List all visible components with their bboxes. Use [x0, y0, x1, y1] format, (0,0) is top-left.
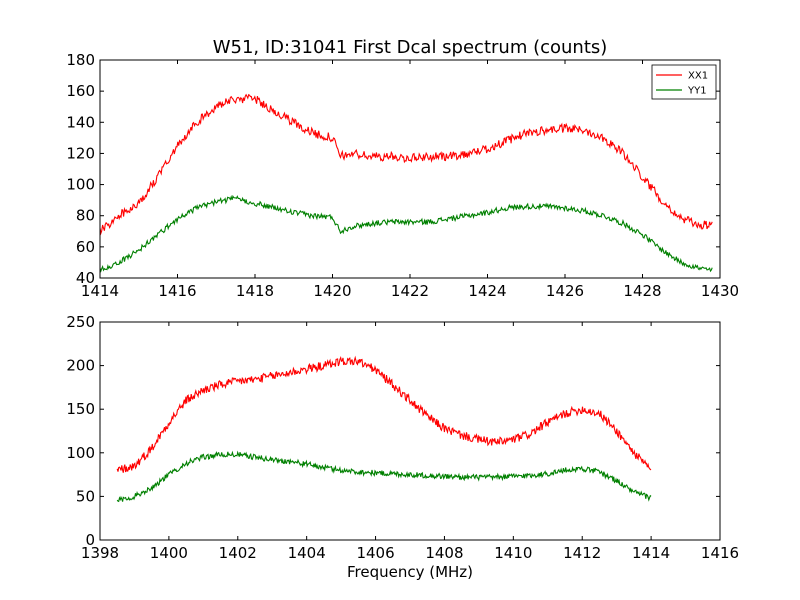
y-tick-label: 50 [76, 487, 95, 505]
y-tick-label: 180 [66, 51, 95, 69]
series-line-green [116, 450, 652, 503]
y-tick-label: 100 [66, 176, 95, 194]
x-tick-label: 1424 [468, 282, 506, 300]
x-tick-label: 1422 [391, 282, 429, 300]
bottom-spectrum-panel: 1398 1400 1402 1404 1406 1408 1410 1412 1414 1416… [66, 313, 739, 562]
chart-title: W51, ID:31041 First Dcal spectrum (count… [213, 37, 608, 58]
y-tick-label: 0 [85, 531, 95, 549]
x-tick-label: 1410 [494, 544, 532, 562]
x-tick-label: 1426 [546, 282, 584, 300]
y-tick-label: 200 [66, 357, 95, 375]
x-tick-label: 1406 [356, 544, 394, 562]
x-tick-label: 1408 [425, 544, 463, 562]
x-tick-label: 1412 [563, 544, 601, 562]
legend-label-xx1: XX1 [688, 71, 708, 82]
y-tick-label: 150 [66, 400, 95, 418]
y-tick-label: 60 [76, 238, 95, 256]
x-tick-label: 1428 [623, 282, 661, 300]
legend-box [651, 64, 717, 100]
y-tick-label: 40 [76, 269, 95, 287]
y-tick-label: 100 [66, 444, 95, 462]
x-tick-label: 1418 [236, 282, 274, 300]
x-tick-label: 1414 [81, 282, 119, 300]
x-tick-label: 1400 [150, 544, 188, 562]
x-tick-label: 1404 [288, 544, 326, 562]
y-tick-label: 140 [66, 113, 95, 131]
legend-label-yy1: YY1 [687, 86, 707, 97]
series-line-red [116, 355, 652, 473]
x-tick-label: 1430 [701, 282, 739, 300]
series-line-xx1 [99, 93, 713, 236]
x-tick-label: 1420 [313, 282, 351, 300]
x-tick-label: 1402 [219, 544, 257, 562]
y-tick-label: 250 [66, 313, 95, 331]
x-tick-label: 1416 [701, 544, 739, 562]
x-tick-label: 1416 [158, 282, 196, 300]
y-tick-label: 160 [66, 82, 95, 100]
y-tick-label: 120 [66, 144, 95, 162]
top-spectrum-panel: 1414 1416 1418 1420 1422 1424 1426 1428 1430 40 60… [66, 51, 739, 300]
x-tick-label: 1398 [81, 544, 119, 562]
axes-frame [99, 321, 721, 541]
y-tick-label: 80 [76, 207, 95, 225]
x-tick-label: 1414 [632, 544, 670, 562]
x-axis-label: Frequency (MHz) [347, 563, 473, 581]
series-line-yy1 [99, 194, 713, 273]
